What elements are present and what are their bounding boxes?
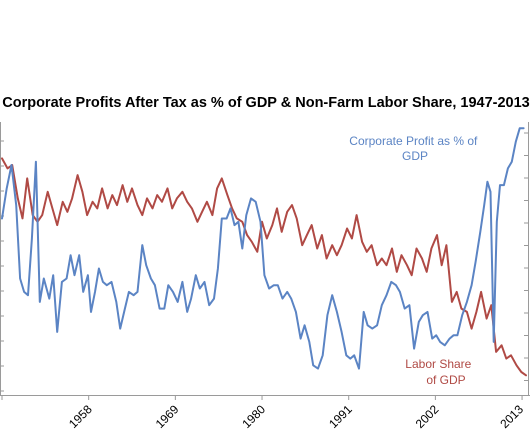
labor-series-label: Labor Share of GDP [405, 357, 474, 387]
x-tick-label: 2013 [497, 402, 526, 431]
labor-series-label-line-2: of GDP [426, 373, 465, 387]
chart-title: Corporate Profits After Tax as % of GDP … [2, 95, 530, 111]
profit-series-label-line-2: GDP [402, 149, 428, 163]
profit-series-label-line-1: Corporate Profit as % of [349, 134, 478, 148]
series-layer [1, 127, 527, 377]
x-tick-label: 1958 [66, 402, 95, 431]
profit-series-line [1, 127, 525, 370]
right-axis-ticks [524, 132, 528, 381]
x-tick-label: 1991 [326, 402, 355, 431]
labor-series-label-line-1: Labor Share [405, 357, 471, 371]
x-tick-label: 1969 [153, 402, 182, 431]
profit-series-label: Corporate Profit as % of GDP [349, 134, 480, 163]
labor-series-line [1, 157, 527, 377]
x-tick-label: 1980 [239, 402, 268, 431]
left-axis-ticks [0, 140, 4, 392]
x-tick-label: 2002 [413, 402, 442, 431]
x-axis-ticks: 1958 1969 1980 1991 2002 2013 [1, 395, 526, 431]
